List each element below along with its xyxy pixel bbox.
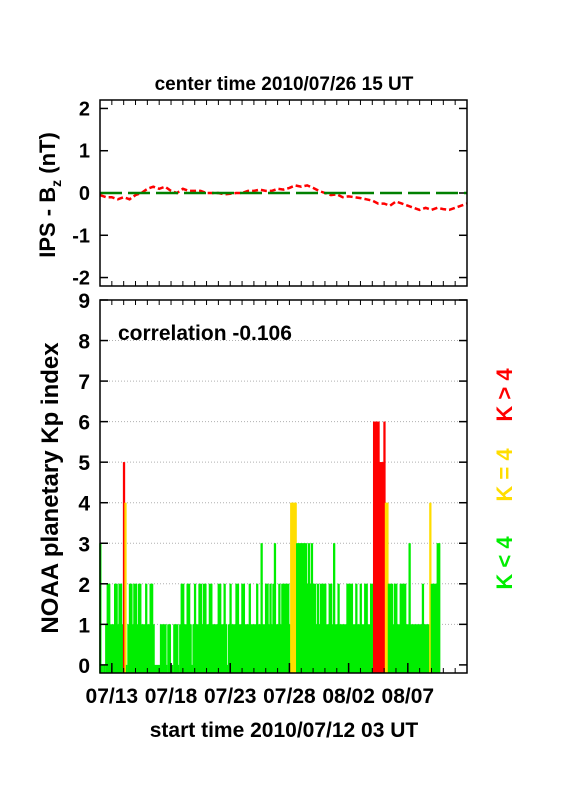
kp-ytick-label: 7 (78, 371, 90, 394)
kp-xtick-label: 07/13 (86, 685, 139, 708)
top-ytick-label: 1 (79, 141, 90, 163)
kp-ytick-label: 8 (78, 331, 90, 354)
top-ytick-label: 0 (79, 183, 90, 205)
bottom-panel-xlabel: start time 2010/07/12 03 UT (150, 719, 419, 742)
top-panel-ylabel: IPS - Bz (nT) (35, 132, 64, 258)
bottom-panel-plot: 0 1 2 3 4 5 6 7 8 9 07/13 07/18 07/23 07/28 08/02 08/07 (78, 290, 468, 708)
kp-ytick-label: 2 (78, 574, 90, 597)
top-ylabel-unit: (nT) (35, 132, 60, 180)
ips-bz-series-line (99, 184, 468, 212)
legend-label: K = 4 (492, 448, 517, 502)
legend-label: K > 4 (492, 368, 517, 422)
legend-label: K < 4 (492, 536, 517, 590)
kp-ytick-label: 3 (78, 533, 90, 556)
top-panel-title: center time 2010/07/26 15 UT (155, 74, 414, 95)
bottom-panel-frame (99, 299, 468, 674)
kp-ytick-label: 9 (78, 290, 90, 313)
kp-xtick-label: 08/02 (322, 685, 375, 708)
kp-ytick-label: 1 (78, 614, 90, 637)
kp-xtick-label: 07/23 (204, 685, 257, 708)
kp-legend: K > 4 K = 4 K < 4 (492, 368, 517, 590)
kp-xtick-label: 07/18 (145, 685, 198, 708)
top-panel-plot: 2 1 0 -1 -2 (72, 98, 468, 290)
kp-xtick-label: 08/07 (382, 685, 435, 708)
top-ytick-label: -2 (72, 268, 90, 290)
kp-ytick-label: 0 (78, 655, 90, 678)
bottom-panel-ylabel: NOAA planetary Kp index (37, 342, 64, 634)
kp-ytick-label: 6 (78, 412, 90, 435)
top-ytick-label: -1 (72, 225, 90, 247)
top-ylabel-main: IPS - B (35, 187, 60, 258)
top-panel-frame (99, 99, 468, 287)
top-ytick-label: 2 (79, 98, 90, 120)
kp-xtick-label: 07/28 (263, 685, 316, 708)
top-ylabel-subscript: z (48, 180, 64, 187)
kp-ytick-label: 4 (78, 493, 90, 516)
kp-ytick-label: 5 (78, 452, 90, 475)
correlation-annotation: correlation -0.106 (118, 322, 292, 345)
